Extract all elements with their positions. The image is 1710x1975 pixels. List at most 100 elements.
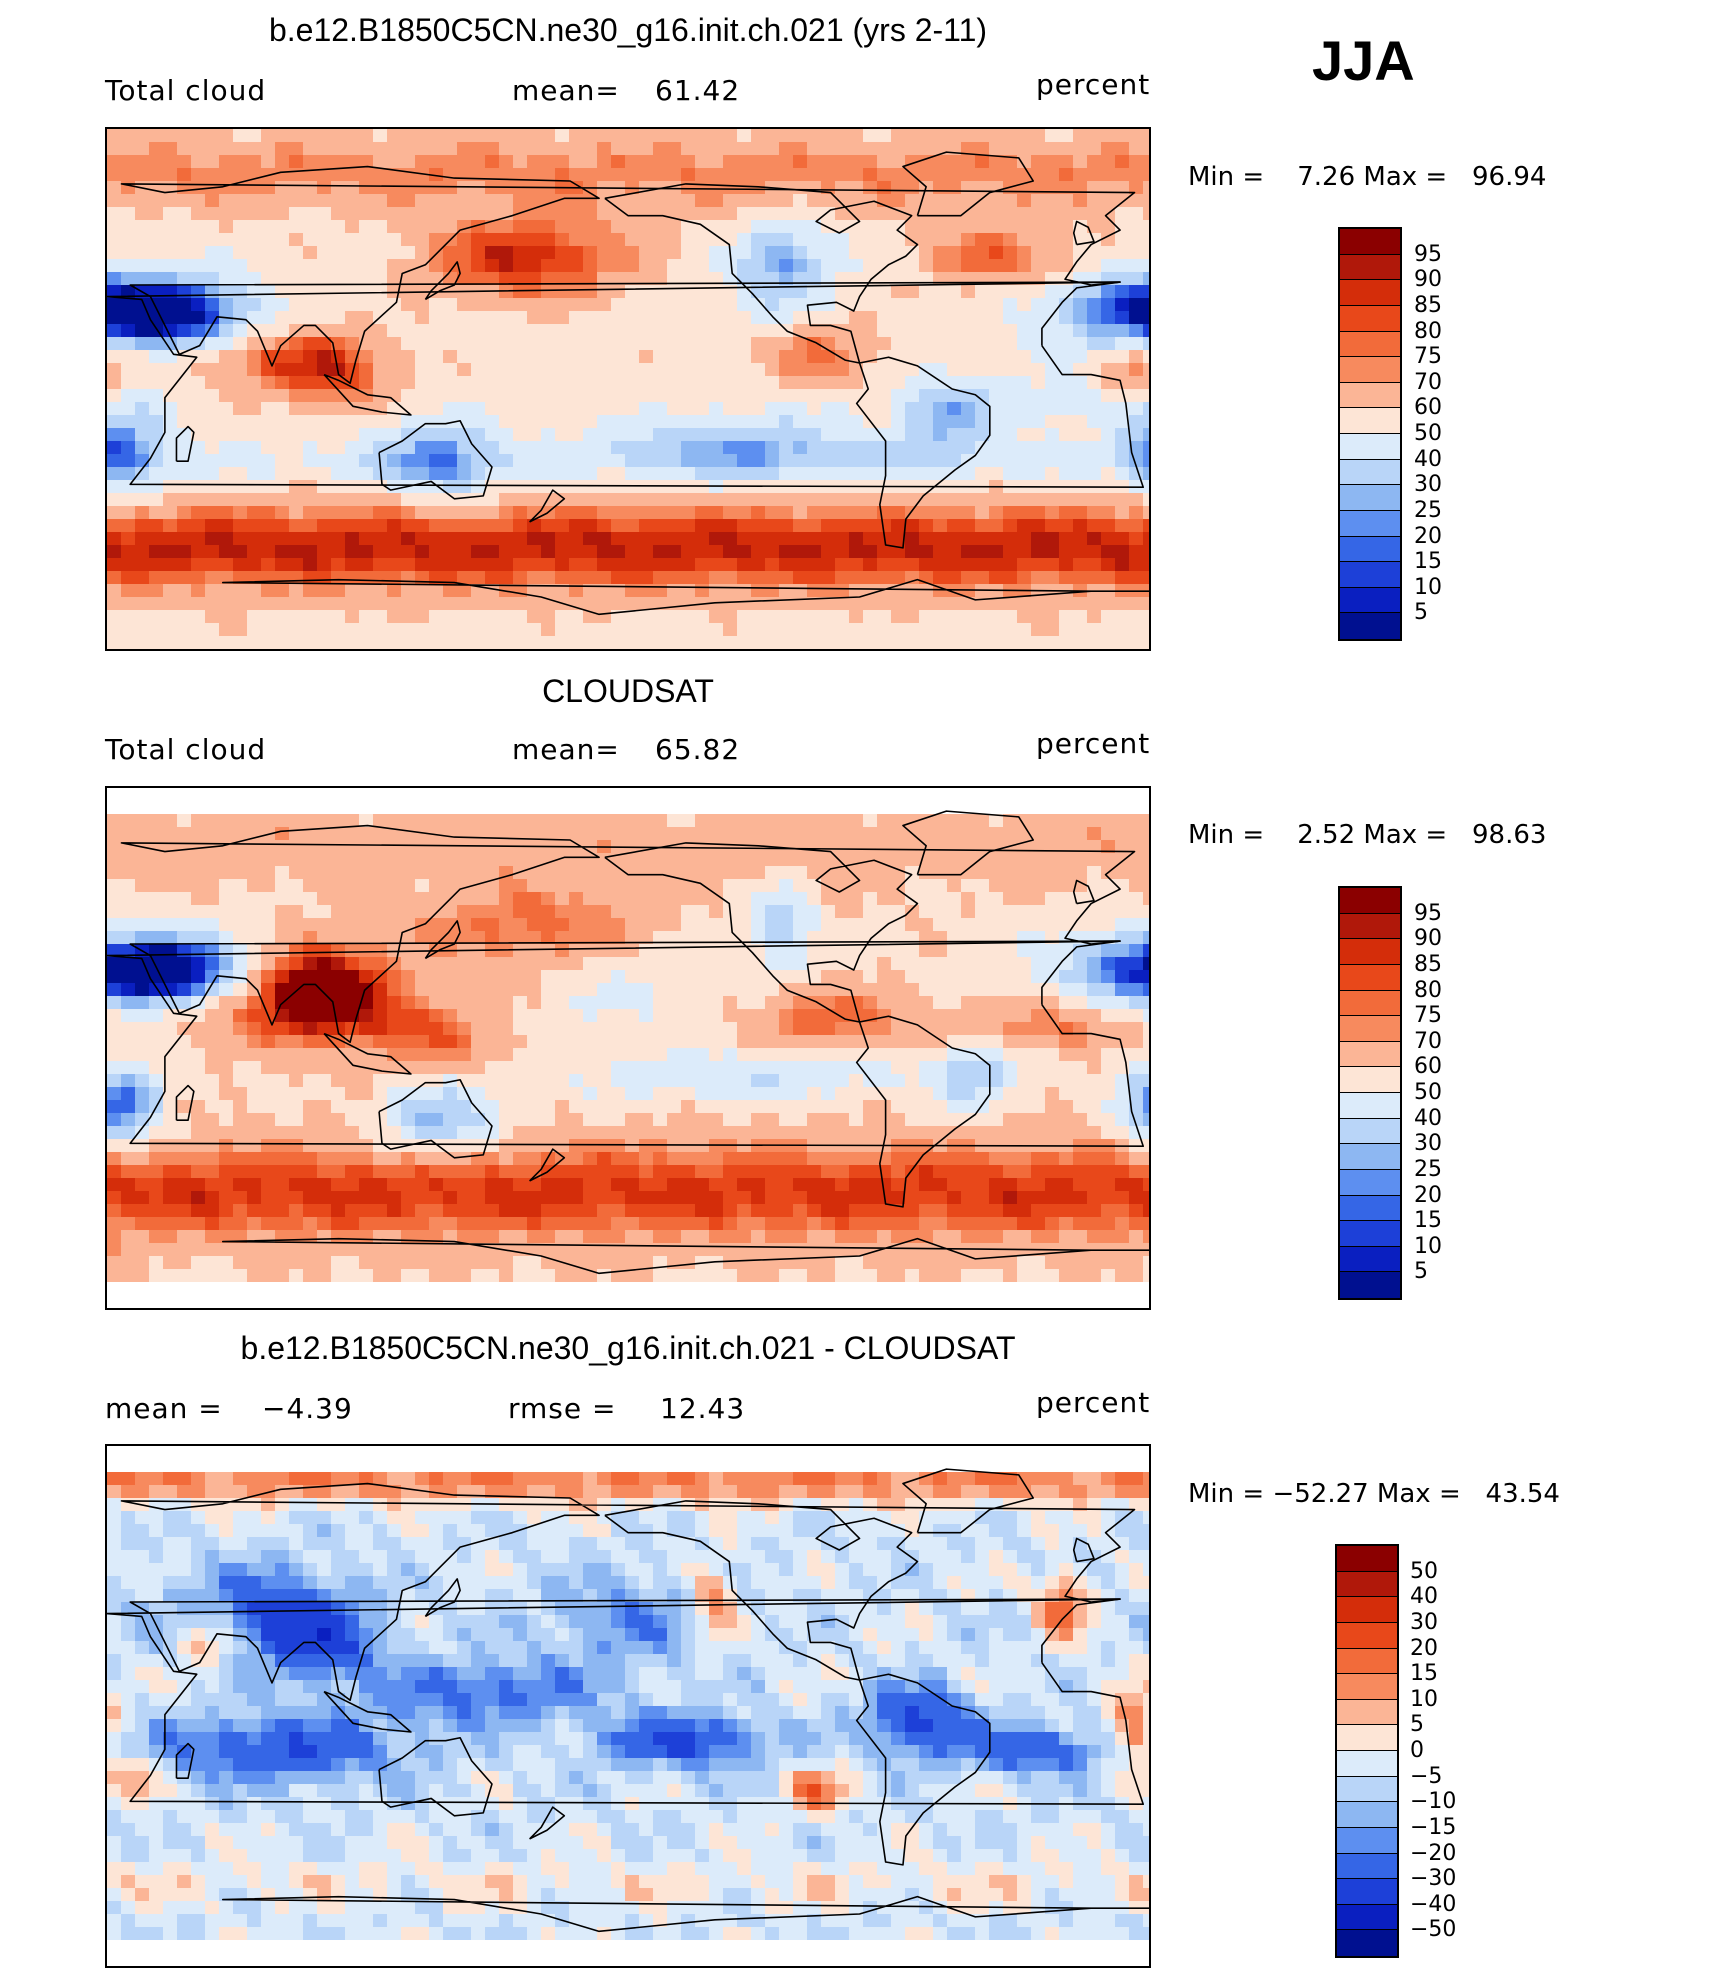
contour-cell [541,129,556,143]
contour-cell [149,931,164,945]
contour-cell [625,363,640,377]
contour-cell [569,905,584,919]
contour-cell [163,970,178,984]
contour-cell [1143,402,1149,416]
contour-cell [513,970,528,984]
colorbar-segment [1340,280,1400,306]
contour-cell [625,480,640,494]
contour-cell [807,441,822,455]
contour-cell [793,519,808,533]
contour-cell [569,207,584,221]
contour-cell [429,402,444,416]
contour-cell [261,259,276,273]
contour-cell [821,532,836,546]
contour-cell [793,142,808,156]
contour-cell [191,944,206,958]
contour-cell [373,1022,388,1036]
contour-cell [1031,636,1046,649]
contour-cell [1017,1087,1032,1101]
contour-cell [1003,879,1018,893]
contour-cell [1059,454,1074,468]
panel1-variable-label: Total cloud [105,74,267,107]
contour-cell [947,788,962,802]
contour-cell [219,918,234,932]
contour-cell [177,636,192,649]
contour-cell [961,610,976,624]
contour-cell [485,597,500,611]
contour-cell [639,944,654,958]
contour-cell [345,220,360,234]
contour-cell [163,1048,178,1062]
contour-cell [779,1061,794,1075]
contour-cell [247,970,262,984]
contour-cell [737,1087,752,1101]
contour-cell [975,957,990,971]
contour-cell [135,814,150,828]
contour-cell [429,129,444,143]
contour-cell [975,1035,990,1049]
contour-cell [149,892,164,906]
contour-cell [863,324,878,338]
contour-cell [611,441,626,455]
contour-cell [569,1113,584,1127]
contour-cell [569,931,584,945]
contour-cell [583,1087,598,1101]
contour-cell [723,1113,738,1127]
contour-cell [303,1048,318,1062]
contour-cell [289,155,304,169]
contour-cell [233,467,248,481]
contour-cell [219,259,234,273]
contour-cell [751,142,766,156]
contour-cell [1101,1074,1116,1088]
contour-cell [317,970,332,984]
contour-cell [177,853,192,867]
contour-cell [737,233,752,247]
contour-cell [1129,853,1144,867]
contour-cell [863,944,878,958]
contour-cell [653,155,668,169]
contour-cell [527,194,542,208]
contour-cell [275,259,290,273]
contour-cell [121,285,136,299]
contour-cell [555,866,570,880]
contour-cell [471,931,486,945]
contour-cell [1045,532,1060,546]
contour-cell [681,298,696,312]
contour-cell [135,571,150,585]
contour-cell [961,1061,976,1075]
contour-cell [947,246,962,260]
contour-cell [975,337,990,351]
contour-cell [359,428,374,442]
contour-cell [821,285,836,299]
contour-cell [275,853,290,867]
contour-cell [373,597,388,611]
contour-cell [681,545,696,559]
contour-cell [513,1048,528,1062]
contour-cell [415,1048,430,1062]
contour-cell [765,788,780,802]
contour-cell [401,181,416,195]
contour-cell [1045,545,1060,559]
contour-cell [723,519,738,533]
contour-cell [793,610,808,624]
contour-cell [821,892,836,906]
contour-cell [681,788,696,802]
contour-cell [625,259,640,273]
contour-cell [359,168,374,182]
contour-cell [751,996,766,1010]
contour-cell [401,441,416,455]
contour-cell [625,801,640,815]
contour-cell [611,957,626,971]
contour-cell [597,233,612,247]
contour-cell [387,194,402,208]
contour-cell [261,1113,276,1127]
contour-cell [737,324,752,338]
contour-cell [989,454,1004,468]
contour-cell [597,957,612,971]
contour-cell [1087,532,1102,546]
contour-cell [541,584,556,598]
contour-cell [1143,259,1149,273]
contour-cell [1073,996,1088,1010]
contour-cell [107,428,122,442]
contour-cell [499,532,514,546]
